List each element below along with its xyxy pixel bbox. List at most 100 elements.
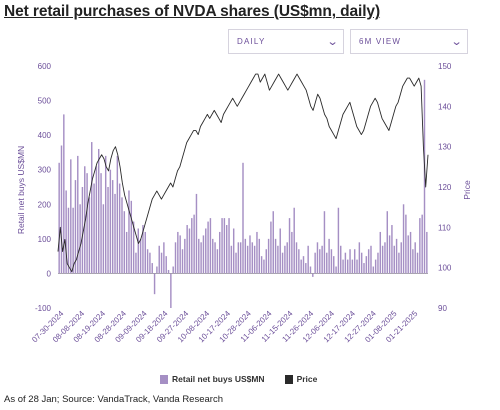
bar [386,211,388,274]
bar [395,238,398,274]
x-axis-ticks: 07-30-202408-08-202408-19-202408-28-2024… [30,309,420,345]
price-line [57,73,429,273]
bar [293,207,295,274]
legend-swatch-price [284,374,293,384]
legend-swatch-bars [160,374,168,384]
bar [381,245,384,274]
bar [358,242,361,274]
right-tick-label: 110 [438,223,451,232]
right-axis-title: Price [462,180,472,200]
bar [281,252,284,274]
frequency-dropdown-value: DAILY [237,37,266,46]
bar [104,155,107,274]
bar [416,252,419,274]
bar [116,155,119,274]
bar [228,218,230,274]
bar [77,155,79,274]
bar [342,259,344,274]
bar [426,231,428,274]
bar [302,256,305,274]
bar [242,162,244,274]
bar [353,249,356,274]
bar [323,211,326,274]
left-axis-ticks: -100 0 100 200 300 400 500 600 [35,62,52,313]
bar [188,228,191,274]
bar [300,259,302,274]
bar [205,228,207,274]
bar [279,228,281,274]
bar [253,245,256,274]
bar [121,197,123,274]
bar [202,235,205,274]
bar [93,183,95,274]
bar [295,242,298,274]
bar [351,259,354,274]
bar [130,200,133,274]
bar [158,245,160,274]
bar [363,263,365,274]
bar [193,214,195,274]
bar [307,245,309,274]
bar [160,252,163,274]
bar [360,252,363,274]
bar [174,242,177,274]
bar [207,221,209,274]
bar [251,242,254,274]
bar [419,218,421,274]
bar [170,273,172,308]
bar [209,218,212,274]
bar [98,148,100,274]
bar [212,238,214,274]
bar [100,173,102,274]
bar [186,225,188,274]
bar [246,245,249,274]
bar [277,245,279,274]
bar [337,207,340,274]
bar [328,238,330,274]
bar [198,238,200,274]
bar [179,235,181,274]
bar [139,238,142,274]
bar [265,249,267,274]
frequency-dropdown[interactable]: DAILY ⌄ [228,29,344,54]
right-tick-label: 140 [438,102,452,111]
bar [135,252,137,274]
bar [407,235,409,274]
bar [142,225,144,274]
bar [72,207,74,274]
bar [81,187,84,274]
bar [223,218,226,274]
bar [151,263,153,274]
bar [291,231,293,274]
bar [132,221,135,274]
bar [118,183,121,274]
bar [256,231,258,274]
bar [391,225,393,274]
bar [86,173,88,274]
bar [286,242,288,274]
bar [405,214,407,274]
bar [349,249,351,274]
bar [409,231,412,274]
bar [177,231,179,274]
bar [388,235,391,274]
bar [109,169,112,274]
bar [335,266,337,274]
legend-item-bars: Retail net buys US$MN [160,374,265,384]
bar [356,259,358,274]
range-dropdown[interactable]: 6M VIEW ⌄ [350,29,468,54]
right-tick-label: 120 [438,183,452,192]
bar [379,231,382,274]
bar [270,221,272,274]
bar [263,259,265,274]
bar [144,231,146,274]
right-tick-label: 130 [438,143,452,152]
bar [102,204,105,274]
bar [74,180,77,274]
bar [260,256,263,274]
bar [107,187,109,274]
bar [421,214,423,274]
bar [344,252,347,274]
bar [249,235,251,274]
left-tick-label: 600 [38,62,52,71]
